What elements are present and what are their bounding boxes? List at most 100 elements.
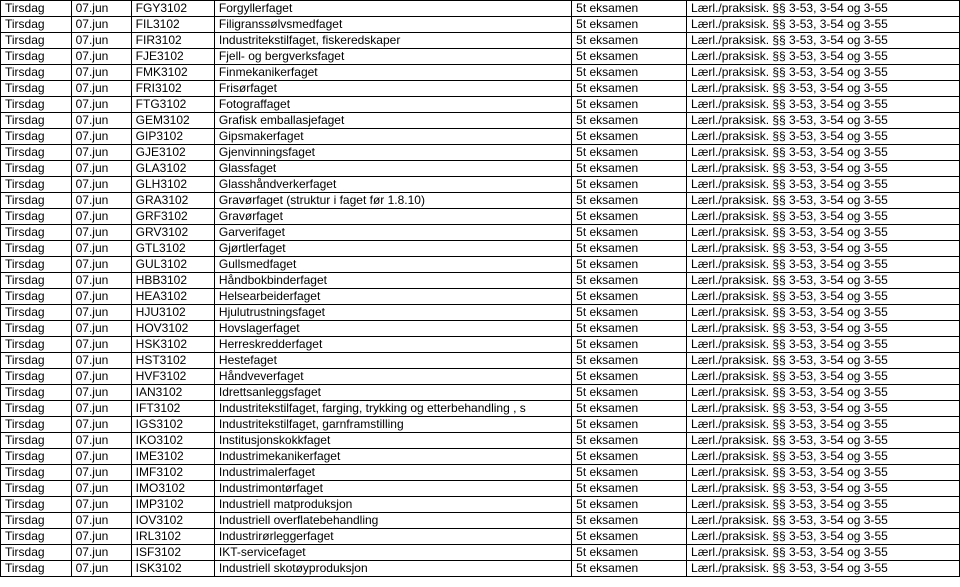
table-cell: Lærl./praksisk. §§ 3-53, 3-54 og 3-55 [687,321,960,337]
table-cell: Tirsdag [1,1,72,17]
table-row: Tirsdag07.junHOV3102Hovslagerfaget5t eks… [1,321,960,337]
table-cell: Tirsdag [1,225,72,241]
table-cell: Lærl./praksisk. §§ 3-53, 3-54 og 3-55 [687,497,960,513]
table-cell: Helsearbeiderfaget [214,289,571,305]
table-row: Tirsdag07.junFTG3102Fotograffaget5t eksa… [1,97,960,113]
table-cell: Tirsdag [1,145,72,161]
table-cell: 07.jun [71,433,131,449]
table-row: Tirsdag07.junFIL3102Filigranssølvsmedfag… [1,17,960,33]
table-cell: Lærl./praksisk. §§ 3-53, 3-54 og 3-55 [687,161,960,177]
table-cell: 5t eksamen [572,225,687,241]
table-cell: 5t eksamen [572,337,687,353]
table-cell: Tirsdag [1,449,72,465]
table-cell: Lærl./praksisk. §§ 3-53, 3-54 og 3-55 [687,145,960,161]
table-cell: 07.jun [71,209,131,225]
table-cell: 5t eksamen [572,513,687,529]
table-cell: Frisørfaget [214,81,571,97]
table-cell: 07.jun [71,97,131,113]
table-row: Tirsdag07.junGTL3102Gjørtlerfaget5t eksa… [1,241,960,257]
table-cell: 5t eksamen [572,305,687,321]
table-cell: FTG3102 [131,97,214,113]
table-cell: 5t eksamen [572,113,687,129]
table-cell: IMF3102 [131,465,214,481]
table-cell: 07.jun [71,369,131,385]
table-cell: 5t eksamen [572,241,687,257]
table-cell: Tirsdag [1,257,72,273]
table-cell: Lærl./praksisk. §§ 3-53, 3-54 og 3-55 [687,241,960,257]
table-cell: 5t eksamen [572,321,687,337]
table-cell: Lærl./praksisk. §§ 3-53, 3-54 og 3-55 [687,129,960,145]
table-cell: 07.jun [71,113,131,129]
table-cell: IGS3102 [131,417,214,433]
table-cell: 5t eksamen [572,465,687,481]
table-row: Tirsdag07.junIFT3102Industritekstilfaget… [1,401,960,417]
table-cell: 07.jun [71,289,131,305]
table-cell: Lærl./praksisk. §§ 3-53, 3-54 og 3-55 [687,465,960,481]
table-cell: Tirsdag [1,353,72,369]
table-cell: Tirsdag [1,305,72,321]
table-cell: Lærl./praksisk. §§ 3-53, 3-54 og 3-55 [687,433,960,449]
table-cell: Tirsdag [1,545,72,561]
table-row: Tirsdag07.junGRF3102Gravørfaget5t eksame… [1,209,960,225]
table-row: Tirsdag07.junHEA3102Helsearbeiderfaget5t… [1,289,960,305]
table-cell: Industriell skotøyproduksjon [214,561,571,577]
table-cell: 5t eksamen [572,257,687,273]
table-cell: Fjell- og bergverksfaget [214,49,571,65]
table-cell: 07.jun [71,129,131,145]
table-cell: Industritekstilfaget, farging, trykking … [214,401,571,417]
table-cell: Tirsdag [1,369,72,385]
table-row: Tirsdag07.junHSK3102Herreskredderfaget5t… [1,337,960,353]
table-cell: 5t eksamen [572,193,687,209]
table-cell: Tirsdag [1,385,72,401]
table-cell: 07.jun [71,17,131,33]
table-cell: 07.jun [71,1,131,17]
table-cell: 07.jun [71,449,131,465]
table-cell: 07.jun [71,193,131,209]
table-cell: 07.jun [71,81,131,97]
table-cell: 5t eksamen [572,129,687,145]
table-row: Tirsdag07.junFRI3102Frisørfaget5t eksame… [1,81,960,97]
table-cell: 5t eksamen [572,49,687,65]
table-cell: 07.jun [71,145,131,161]
table-cell: Lærl./praksisk. §§ 3-53, 3-54 og 3-55 [687,513,960,529]
table-row: Tirsdag07.junGLA3102Glassfaget5t eksamen… [1,161,960,177]
table-cell: Glasshåndverkerfaget [214,177,571,193]
table-row: Tirsdag07.junHVF3102Håndveverfaget5t eks… [1,369,960,385]
table-cell: Tirsdag [1,321,72,337]
table-cell: 5t eksamen [572,529,687,545]
table-cell: Tirsdag [1,17,72,33]
table-row: Tirsdag07.junIMP3102Industriell matprodu… [1,497,960,513]
table-cell: GUL3102 [131,257,214,273]
table-cell: GLH3102 [131,177,214,193]
table-cell: 5t eksamen [572,401,687,417]
table-cell: Gravørfaget [214,209,571,225]
table-cell: 5t eksamen [572,65,687,81]
table-cell: Lærl./praksisk. §§ 3-53, 3-54 og 3-55 [687,353,960,369]
table-cell: GRF3102 [131,209,214,225]
table-cell: Tirsdag [1,193,72,209]
table-cell: Gjenvinningsfaget [214,145,571,161]
table-cell: 07.jun [71,305,131,321]
table-cell: Tirsdag [1,289,72,305]
table-cell: 5t eksamen [572,97,687,113]
table-cell: Tirsdag [1,513,72,529]
table-cell: 07.jun [71,321,131,337]
table-cell: Tirsdag [1,401,72,417]
table-cell: 5t eksamen [572,417,687,433]
table-row: Tirsdag07.junISK3102Industriell skotøypr… [1,561,960,577]
table-cell: Fotograffaget [214,97,571,113]
table-body: Tirsdag07.junFGY3102Forgyllerfaget5t eks… [1,1,960,577]
table-cell: Industrimontørfaget [214,481,571,497]
table-cell: Lærl./praksisk. §§ 3-53, 3-54 og 3-55 [687,17,960,33]
table-cell: Tirsdag [1,273,72,289]
table-cell: Industrirørleggerfaget [214,529,571,545]
table-cell: Gravørfaget (struktur i faget før 1.8.10… [214,193,571,209]
table-cell: Tirsdag [1,561,72,577]
table-cell: Tirsdag [1,529,72,545]
table-cell: IME3102 [131,449,214,465]
table-cell: Tirsdag [1,417,72,433]
table-cell: Lærl./praksisk. §§ 3-53, 3-54 og 3-55 [687,337,960,353]
table-cell: Lærl./praksisk. §§ 3-53, 3-54 og 3-55 [687,113,960,129]
table-cell: Lærl./praksisk. §§ 3-53, 3-54 og 3-55 [687,97,960,113]
table-cell: GTL3102 [131,241,214,257]
